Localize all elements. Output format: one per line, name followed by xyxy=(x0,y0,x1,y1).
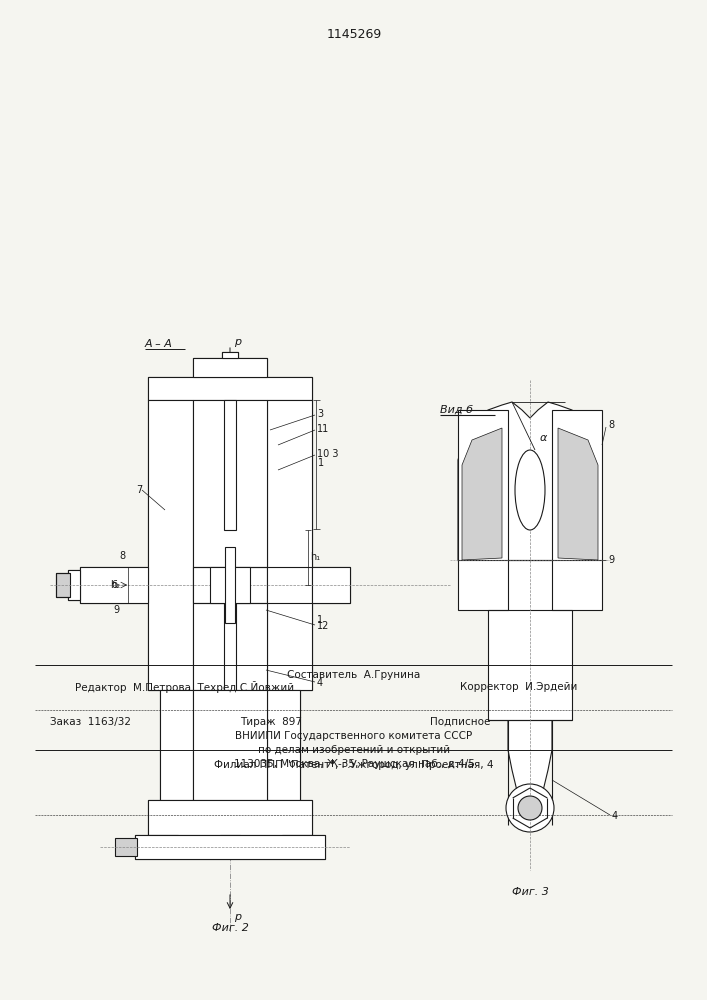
Text: р: р xyxy=(234,912,241,922)
Text: 1145269: 1145269 xyxy=(327,28,382,41)
Text: Фиг. 3: Фиг. 3 xyxy=(512,887,549,897)
Text: 12: 12 xyxy=(317,621,329,631)
Text: Редактор  М.Петрова  Техред.С.Йовжий: Редактор М.Петрова Техред.С.Йовжий xyxy=(75,681,294,693)
Bar xyxy=(148,835,178,855)
Text: 1: 1 xyxy=(317,615,323,625)
Text: А – А: А – А xyxy=(145,339,173,349)
Bar xyxy=(267,690,300,800)
Text: 4: 4 xyxy=(317,678,323,688)
Bar xyxy=(148,400,193,690)
Text: б: б xyxy=(112,580,118,590)
Bar xyxy=(56,573,70,597)
Text: 113035, Москва, Ж-35, Раушская наб., д.4/5: 113035, Москва, Ж-35, Раушская наб., д.4… xyxy=(233,759,474,769)
Bar xyxy=(193,358,267,377)
Text: Заказ  1163/32: Заказ 1163/32 xyxy=(50,717,131,727)
Bar xyxy=(224,590,236,690)
Bar xyxy=(225,547,235,623)
Bar xyxy=(193,358,267,377)
Text: 9: 9 xyxy=(608,555,614,565)
Text: ВНИИПИ Государственного комитета СССР: ВНИИПИ Государственного комитета СССР xyxy=(235,731,472,741)
Bar xyxy=(135,835,325,859)
Text: 8: 8 xyxy=(608,420,614,430)
Text: Вид б: Вид б xyxy=(440,405,473,415)
Bar xyxy=(267,567,312,603)
Bar xyxy=(80,567,148,603)
Text: 9: 9 xyxy=(114,605,120,615)
Bar xyxy=(148,377,312,400)
Bar xyxy=(220,835,240,855)
Bar xyxy=(220,835,240,855)
Bar xyxy=(312,567,350,603)
Bar xyxy=(148,400,193,690)
Text: 4: 4 xyxy=(612,811,618,821)
Bar xyxy=(193,690,267,800)
Bar xyxy=(222,352,238,358)
Text: 10 3: 10 3 xyxy=(317,449,339,459)
Bar xyxy=(148,800,312,835)
Polygon shape xyxy=(558,428,598,560)
Bar xyxy=(222,352,238,358)
Polygon shape xyxy=(458,402,602,825)
Bar xyxy=(148,835,178,855)
Ellipse shape xyxy=(515,450,545,530)
Polygon shape xyxy=(462,428,502,560)
Text: 7: 7 xyxy=(136,485,142,495)
Bar xyxy=(224,400,236,530)
Text: р: р xyxy=(234,337,241,347)
Text: по делам изобретений и открытий: по делам изобретений и открытий xyxy=(258,745,450,755)
Bar xyxy=(210,567,250,603)
Bar xyxy=(312,567,350,603)
Text: 1: 1 xyxy=(318,458,324,468)
Bar xyxy=(115,838,137,856)
Bar xyxy=(193,567,267,603)
Circle shape xyxy=(518,796,542,820)
Bar xyxy=(80,567,148,603)
Bar xyxy=(68,570,80,600)
Text: Фиг. 2: Фиг. 2 xyxy=(211,923,248,933)
Bar xyxy=(267,690,300,800)
Bar xyxy=(267,400,312,690)
Text: 11: 11 xyxy=(317,424,329,434)
Bar xyxy=(160,690,193,800)
Text: h₁: h₁ xyxy=(310,552,320,562)
Text: Составитель  А.Грунина: Составитель А.Грунина xyxy=(287,670,421,680)
Bar xyxy=(68,570,80,600)
Text: Филиал ППП "Патент", г.Ужгород, ул.Проектная, 4: Филиал ППП "Патент", г.Ужгород, ул.Проек… xyxy=(214,760,493,770)
Text: 8: 8 xyxy=(120,551,126,561)
Bar xyxy=(267,567,312,603)
Bar xyxy=(148,377,312,400)
Bar xyxy=(160,690,193,800)
Bar xyxy=(224,590,236,690)
Circle shape xyxy=(506,784,554,832)
Bar xyxy=(135,835,325,859)
Bar xyxy=(282,835,312,855)
Text: α: α xyxy=(540,433,547,443)
Text: Тираж  897: Тираж 897 xyxy=(240,717,302,727)
Bar xyxy=(282,835,312,855)
Bar xyxy=(225,547,235,623)
Bar xyxy=(552,410,602,610)
Text: h₂: h₂ xyxy=(110,580,120,590)
Bar xyxy=(224,400,236,530)
Bar xyxy=(148,800,312,835)
Text: Подписное: Подписное xyxy=(430,717,491,727)
Bar xyxy=(193,400,267,690)
Bar xyxy=(488,560,572,720)
Text: Корректор  И.Эрдейи: Корректор И.Эрдейи xyxy=(460,682,578,692)
Text: 3: 3 xyxy=(317,409,323,419)
Bar xyxy=(458,410,508,610)
Bar xyxy=(210,567,250,603)
Bar xyxy=(267,400,312,690)
